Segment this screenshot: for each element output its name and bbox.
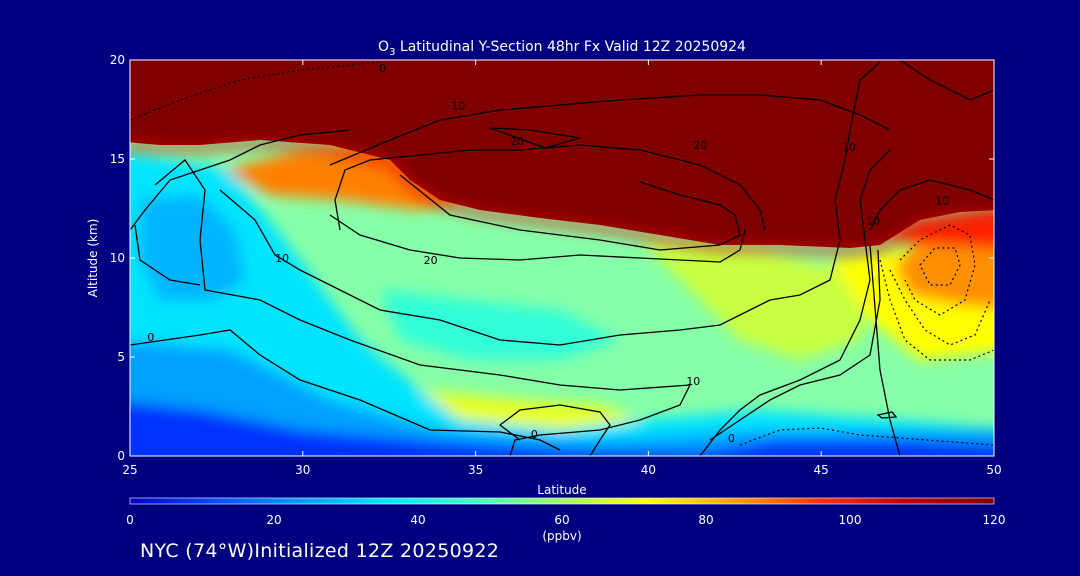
colorbar-tick-label: 0	[126, 513, 134, 527]
contour-label: 10	[686, 375, 700, 388]
contour-label: 0	[531, 428, 538, 441]
field-yellow-low	[420, 390, 640, 430]
contour-line	[498, 404, 611, 456]
x-axis: 25 30 35 40 45 50	[122, 60, 1002, 477]
colorbar-tick-label: 60	[554, 513, 569, 527]
colorbar-tick-label: 120	[983, 513, 1006, 527]
x-tick-label: 40	[641, 463, 656, 477]
colorbar-frame	[129, 497, 995, 505]
contour-labels: 0 10 20 20 10 10 10 10 20 0 10 0 0	[147, 62, 949, 445]
colorbar-tick-label: 80	[698, 513, 713, 527]
contour-line	[219, 61, 881, 346]
contour-label: 0	[147, 331, 154, 344]
contour-line	[869, 244, 901, 456]
contour-line	[489, 127, 581, 149]
contour-label: 10	[842, 141, 856, 154]
footer-label: NYC (74°W)Initialized 12Z 20250922	[140, 540, 500, 562]
colorbar-ticks: 0 20 40 60 80 100 120	[126, 513, 1005, 527]
contour-line	[509, 384, 691, 456]
x-tick-label: 30	[295, 463, 310, 477]
field-red-edge	[130, 138, 994, 256]
x-tick-label: 25	[122, 463, 137, 477]
y-axis: 0 5 10 15 20	[110, 53, 994, 463]
contour-label: 20	[424, 254, 438, 267]
y-tick-label: 5	[117, 350, 125, 364]
contour-dotted-line	[130, 61, 381, 121]
field-blue-pocket	[140, 195, 245, 300]
y-tick-label: 0	[117, 449, 125, 463]
colorbar-unit: (ppbv)	[542, 529, 581, 543]
contour-line	[709, 249, 881, 441]
ozone-field	[130, 60, 994, 456]
x-axis-label: Latitude	[537, 483, 586, 497]
field-red-right	[880, 210, 994, 249]
y-tick-label: 20	[110, 53, 125, 67]
contour-line	[329, 94, 891, 166]
contour-label: 10	[935, 195, 949, 208]
title-rest: Latitudinal Y-Section 48hr Fx Valid 12Z …	[395, 39, 746, 55]
y-axis-label: Altitude (km)	[86, 219, 100, 298]
field-aqua	[380, 290, 620, 360]
contour-label: 10	[451, 100, 465, 113]
contour-label: 10	[866, 214, 880, 227]
contour-line	[130, 129, 351, 231]
contour-line	[130, 329, 561, 451]
contour-label: 0	[728, 432, 735, 445]
colorbar	[130, 498, 994, 504]
contour-dotted-line	[739, 427, 994, 446]
contour-line	[154, 159, 691, 391]
x-tick-label: 50	[986, 463, 1001, 477]
contour-line	[899, 60, 994, 101]
field-darkblue-surface	[130, 402, 994, 456]
contour-line	[876, 411, 898, 419]
contour-dotted-line	[879, 259, 994, 361]
contour-line	[134, 224, 201, 286]
field-yellowgreen	[640, 240, 870, 360]
colorbar-tick-label: 40	[410, 513, 425, 527]
contour-line	[329, 214, 746, 263]
colorbar-tick-label: 100	[839, 513, 862, 527]
field-blue-low	[130, 341, 994, 456]
contour-line	[334, 144, 766, 231]
chart-title: O3 Latitudinal Y-Section 48hr Fx Valid 1…	[378, 39, 746, 58]
contour-label: 20	[510, 135, 524, 148]
title-species: O	[378, 39, 389, 55]
contours-dotted	[130, 61, 994, 446]
colorbar-tick-label: 20	[266, 513, 281, 527]
y-tick-label: 15	[110, 152, 125, 166]
contour-line	[699, 149, 891, 456]
y-tick-label: 10	[110, 251, 125, 265]
contour-label: 10	[275, 252, 289, 265]
contour-label: 0	[379, 62, 386, 75]
x-tick-label: 35	[468, 463, 483, 477]
contour-label: 20	[693, 139, 707, 152]
field-darkred-cap	[130, 60, 994, 248]
title-subscript: 3	[389, 47, 395, 58]
x-tick-label: 45	[814, 463, 829, 477]
field-cyan-left	[130, 153, 994, 456]
contours	[130, 60, 994, 456]
contour-dotted-line	[919, 247, 961, 286]
contour-line	[869, 179, 994, 231]
contour-line	[399, 174, 741, 251]
